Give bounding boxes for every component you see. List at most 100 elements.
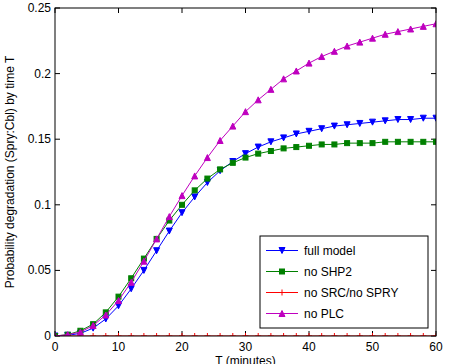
- x-tick-label: 40: [302, 340, 316, 354]
- series-marker: [268, 86, 274, 92]
- series-marker: [370, 35, 376, 41]
- y-tick-label: 0.25: [28, 1, 52, 15]
- x-tick: [245, 8, 246, 13]
- y-tick: [55, 204, 60, 205]
- series-marker: [345, 141, 350, 146]
- series-marker: [370, 119, 376, 125]
- series-marker: [90, 323, 96, 329]
- series-marker: [243, 155, 248, 160]
- series-marker: [230, 123, 236, 129]
- x-tick-label: 60: [429, 340, 443, 354]
- series-marker: [281, 76, 287, 82]
- series-marker: [179, 193, 185, 199]
- series-marker: [192, 188, 197, 193]
- x-tick: [118, 8, 119, 13]
- series-marker: [243, 109, 249, 115]
- series-marker: [154, 248, 160, 254]
- series-marker: [395, 117, 401, 123]
- series-marker: [166, 228, 172, 234]
- series-marker: [331, 48, 337, 54]
- series-marker: [306, 128, 312, 134]
- y-tick-label: 0.15: [28, 132, 52, 146]
- series-marker: [255, 144, 261, 150]
- y-tick: [431, 270, 436, 271]
- x-tick: [182, 8, 183, 13]
- series-marker: [204, 155, 210, 161]
- series-marker: [65, 332, 71, 336]
- series-marker: [293, 131, 299, 137]
- series-marker: [293, 68, 299, 74]
- series-marker: [294, 145, 299, 150]
- series-marker: [141, 267, 147, 273]
- series-marker: [217, 138, 223, 144]
- y-tick-label: 0.1: [34, 198, 51, 212]
- series-marker: [154, 236, 160, 242]
- series-marker: [408, 117, 414, 123]
- series-marker: [306, 60, 312, 66]
- series-marker: [281, 135, 287, 141]
- background: [0, 0, 454, 364]
- series-marker: [395, 139, 400, 144]
- series-marker: [307, 143, 312, 148]
- series-marker: [281, 146, 286, 151]
- x-tick-label: 10: [112, 340, 126, 354]
- y-tick-label: 0: [44, 329, 51, 343]
- legend-marker: [279, 248, 285, 254]
- series-marker: [230, 159, 236, 165]
- series-marker: [408, 139, 413, 144]
- x-tick: [372, 8, 373, 13]
- x-tick: [309, 8, 310, 13]
- plot-area: [55, 8, 436, 336]
- y-tick-label: 0.05: [28, 263, 52, 277]
- series-marker: [217, 168, 223, 174]
- legend: full model no SHP2 no SRC/no SPRY no PLC: [260, 236, 428, 328]
- x-tick-label: 20: [175, 340, 189, 354]
- series-line: [55, 118, 436, 336]
- y-tick: [55, 139, 60, 140]
- series-marker: [331, 123, 337, 129]
- chart: 010203040506000.050.10.150.20.25T (minut…: [0, 0, 454, 364]
- series-marker: [421, 139, 426, 144]
- legend-marker: [280, 269, 285, 274]
- series-marker: [255, 97, 261, 103]
- series-marker: [344, 43, 350, 49]
- series-line: [55, 24, 436, 336]
- series-line: [55, 142, 436, 336]
- series-marker: [128, 286, 134, 292]
- data-group: [55, 21, 436, 336]
- series-marker: [357, 120, 363, 126]
- series-marker: [65, 332, 70, 336]
- legend-label: no SHP2: [304, 265, 352, 279]
- series-marker: [218, 167, 223, 172]
- legend-label: no SRC/no SPRY: [304, 286, 399, 300]
- series-marker: [205, 176, 210, 181]
- plot-frame: [55, 8, 436, 336]
- series-marker: [166, 214, 172, 220]
- series-marker: [395, 29, 401, 35]
- series-marker: [116, 298, 122, 304]
- legend-label: no PLC: [304, 307, 344, 321]
- series-marker: [103, 312, 109, 318]
- series-marker: [357, 141, 362, 146]
- x-axis-label: T (minutes): [215, 354, 275, 364]
- series-marker: [77, 329, 83, 335]
- series-marker: [141, 258, 147, 264]
- series-marker: [420, 115, 426, 121]
- y-tick: [55, 270, 60, 271]
- series-marker: [319, 54, 325, 60]
- series-marker: [154, 236, 159, 241]
- y-tick: [431, 204, 436, 205]
- series-marker: [268, 139, 274, 145]
- series-marker: [319, 142, 324, 147]
- series-marker: [192, 194, 198, 200]
- series-marker: [319, 126, 325, 132]
- series-marker: [128, 279, 134, 285]
- y-tick-label: 0.2: [34, 67, 51, 81]
- series-marker: [344, 122, 350, 128]
- series-marker: [192, 173, 198, 179]
- x-tick-label: 50: [366, 340, 380, 354]
- series-marker: [332, 142, 337, 147]
- legend-label: full model: [304, 244, 355, 258]
- legend-marker: [279, 311, 285, 317]
- legend-marker: [279, 290, 285, 296]
